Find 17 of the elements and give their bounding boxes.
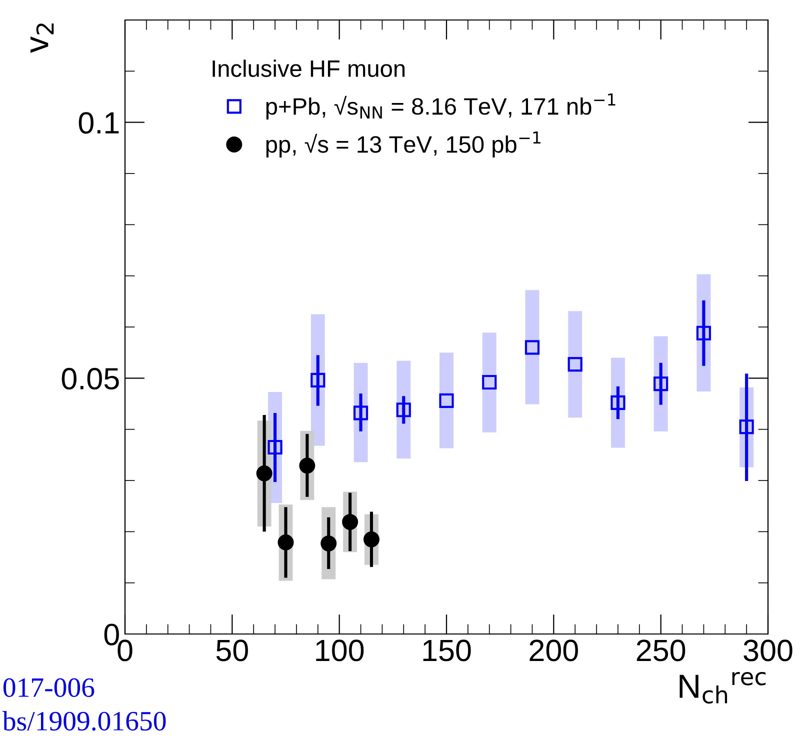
text: bs/1909.01650: [2, 711, 166, 731]
legend-label: p+Pb, √s$_{NN}$ = 8.16 TeV, 171 nb$^{−1}$: [266, 93, 616, 120]
x-tick-label: 0: [118, 640, 132, 662]
x-tick-label: 300: [744, 640, 792, 662]
x-axis-title: N$_{ch}$$^{rec}$: [680, 672, 766, 704]
x-tick-label: 100: [316, 640, 364, 662]
legend-label: pp, √s = 13 TeV, 150 pb$^{−1}$: [266, 132, 540, 158]
x-tick-label: 150: [423, 640, 471, 662]
legend-title: Inclusive HF muon: [212, 60, 405, 78]
text: 017-006: [3, 678, 94, 698]
x-tick-label: 250: [636, 640, 686, 662]
x-tick-label: 200: [530, 640, 578, 662]
y-axis-title: v$_{2}$: [30, 24, 54, 53]
x-tick-label: 50: [216, 640, 248, 662]
y-tick-label: 0.05: [62, 368, 119, 390]
y-tick-label: 0: [104, 624, 119, 646]
y-tick-label: 0.1: [78, 112, 119, 134]
